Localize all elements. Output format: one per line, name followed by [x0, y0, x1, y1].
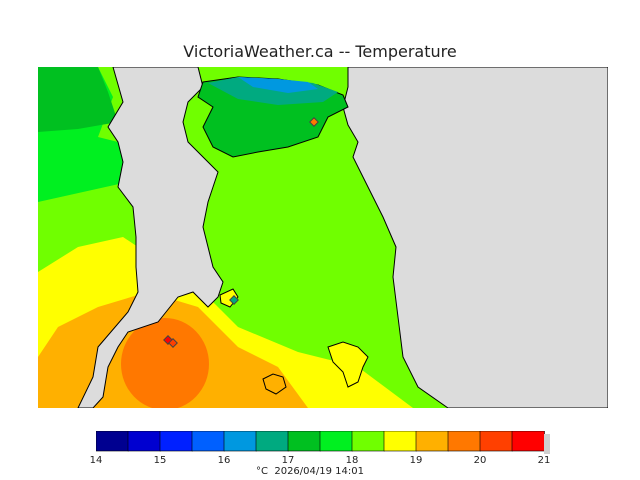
colorbar-cell: [415, 431, 449, 452]
map-title: VictoriaWeather.ca -- Temperature: [183, 42, 457, 61]
colorbar-cell: [319, 431, 353, 452]
colorbar-tick-label: 16: [217, 455, 231, 466]
station-southwest[interactable]: [163, 335, 178, 348]
station-bay[interactable]: [229, 295, 239, 305]
temperature-colorbar: [96, 431, 550, 454]
colorbar-cell: [223, 431, 257, 452]
land-east: [342, 67, 608, 408]
colorbar-ticks: 14 15 16 17 18 19 20 21: [0, 455, 640, 469]
colorbar-cell: [287, 431, 321, 452]
legend-footer: °C 2026/04/19 14:01: [256, 466, 364, 477]
timestamp: 2026/04/19 14:01: [274, 466, 364, 477]
colorbar-tick-label: 20: [473, 455, 487, 466]
colorbar-shadow: [544, 434, 550, 454]
zone-21-plus: [121, 318, 209, 408]
colorbar-tick-label: 18: [345, 455, 359, 466]
colorbar-cell: [383, 431, 417, 452]
colorbar-tick-label: 14: [89, 455, 103, 466]
island-north-blue: [238, 77, 318, 93]
colorbar-cell: [479, 431, 513, 452]
colorbar-cell: [159, 431, 193, 452]
colorbar-cell: [351, 431, 385, 452]
colorbar-cell: [127, 431, 161, 452]
temperature-map: [38, 67, 608, 408]
colorbar-cell: [447, 431, 481, 452]
colorbar-tick-label: 21: [537, 455, 551, 466]
unit-label: °C: [256, 466, 268, 477]
land-central: [77, 67, 224, 408]
colorbar-tick-label: 17: [281, 455, 295, 466]
zone-16-17-west: [38, 67, 118, 132]
colorbar-cell: [96, 431, 129, 452]
colorbar-cell: [511, 431, 545, 452]
colorbar-tick-label: 19: [409, 455, 423, 466]
island-south-a: [327, 341, 369, 388]
station-north[interactable]: [309, 117, 319, 127]
colorbar-cell: [191, 431, 225, 452]
colorbar-tick-label: 15: [153, 455, 167, 466]
island-south-b: [262, 373, 287, 395]
colorbar-cell: [255, 431, 289, 452]
